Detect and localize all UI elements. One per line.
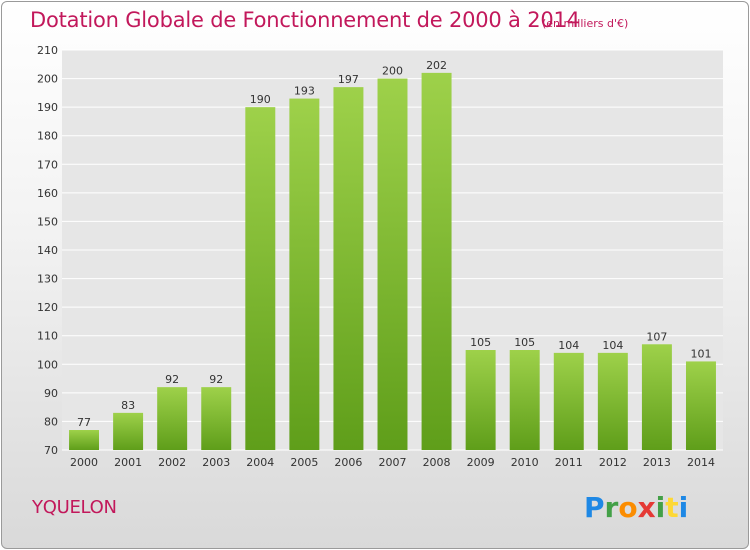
bar-value-label: 101 xyxy=(690,347,711,360)
bar-value-label: 190 xyxy=(250,93,271,106)
x-tick-label: 2012 xyxy=(599,456,627,469)
bar-value-label: 83 xyxy=(121,399,135,412)
x-tick-label: 2013 xyxy=(643,456,671,469)
chart-unit-note: (en milliers d'€) xyxy=(542,17,629,30)
x-tick-label: 2000 xyxy=(70,456,98,469)
bar-value-label: 92 xyxy=(209,373,223,386)
bar-2008 xyxy=(421,72,452,450)
chart-title: Dotation Globale de Fonctionnement de 20… xyxy=(30,8,580,32)
x-tick-label: 2001 xyxy=(114,456,142,469)
x-tick-label: 2014 xyxy=(687,456,715,469)
bar-value-label: 104 xyxy=(602,339,623,352)
logo-letter: i xyxy=(678,491,689,524)
bar-value-label: 105 xyxy=(514,336,535,349)
bar-2001 xyxy=(113,412,144,450)
y-tick-label: 170 xyxy=(37,158,58,171)
y-tick-label: 70 xyxy=(44,444,58,457)
bar-value-label: 77 xyxy=(77,416,91,429)
bar-2000 xyxy=(69,430,100,450)
x-tick-label: 2007 xyxy=(379,456,407,469)
bar-2007 xyxy=(377,78,408,451)
logo-letter: x xyxy=(637,491,656,524)
bar-value-label: 104 xyxy=(558,339,579,352)
y-tick-label: 110 xyxy=(37,330,58,343)
x-tick-label: 2009 xyxy=(467,456,495,469)
proxiti-logo: Proxiti xyxy=(584,491,688,524)
bar-2004 xyxy=(245,107,276,451)
y-tick-label: 140 xyxy=(37,244,58,257)
y-tick-label: 190 xyxy=(37,101,58,114)
bar-value-label: 92 xyxy=(165,373,179,386)
y-tick-label: 90 xyxy=(44,387,58,400)
bar-value-label: 200 xyxy=(382,65,403,78)
bar-2006 xyxy=(333,87,364,451)
y-tick-label: 80 xyxy=(44,415,58,428)
x-tick-label: 2008 xyxy=(423,456,451,469)
y-tick-label: 100 xyxy=(37,358,58,371)
x-tick-label: 2005 xyxy=(290,456,318,469)
x-tick-label: 2010 xyxy=(511,456,539,469)
commune-name: YQUELON xyxy=(32,497,117,518)
bar-2005 xyxy=(289,98,320,451)
y-tick-label: 130 xyxy=(37,273,58,286)
logo-letter: t xyxy=(665,491,679,524)
bars: 77 83 92 92 190 193 197 200 202 105 105 104 104 107 10… xyxy=(69,59,716,451)
logo-letter: P xyxy=(584,491,605,524)
bar-2010 xyxy=(509,350,540,450)
bar-2003 xyxy=(201,387,232,450)
logo-letter: o xyxy=(618,491,638,524)
bar-value-label: 202 xyxy=(426,59,447,72)
bar-2011 xyxy=(553,352,584,450)
x-tick-label: 2002 xyxy=(158,456,186,469)
x-tick-label: 2011 xyxy=(555,456,583,469)
bar-2002 xyxy=(157,387,188,450)
y-tick-label: 160 xyxy=(37,187,58,200)
logo-letter: i xyxy=(655,491,666,524)
logo-letter: r xyxy=(604,491,619,524)
bar-value-label: 107 xyxy=(646,330,667,343)
y-axis-ticks: 70 80 90 100 110 120 130 140 150 160 170 180 190 200 2… xyxy=(37,44,58,457)
y-tick-label: 210 xyxy=(37,44,58,57)
bar-2009 xyxy=(465,350,496,450)
y-tick-label: 180 xyxy=(37,130,58,143)
bar-2013 xyxy=(641,344,672,450)
bar-value-label: 105 xyxy=(470,336,491,349)
y-tick-label: 150 xyxy=(37,215,58,228)
bar-2014 xyxy=(685,361,716,450)
y-tick-label: 200 xyxy=(37,73,58,86)
x-tick-label: 2004 xyxy=(246,456,274,469)
bar-value-label: 197 xyxy=(338,73,359,86)
x-tick-label: 2003 xyxy=(202,456,230,469)
x-axis-ticks: 2000 2001 2002 2003 2004 2005 2006 2007 2008 2009… xyxy=(70,456,715,469)
bar-2012 xyxy=(597,352,628,450)
y-tick-label: 120 xyxy=(37,301,58,314)
bar-value-label: 193 xyxy=(294,85,315,98)
x-tick-label: 2006 xyxy=(334,456,362,469)
